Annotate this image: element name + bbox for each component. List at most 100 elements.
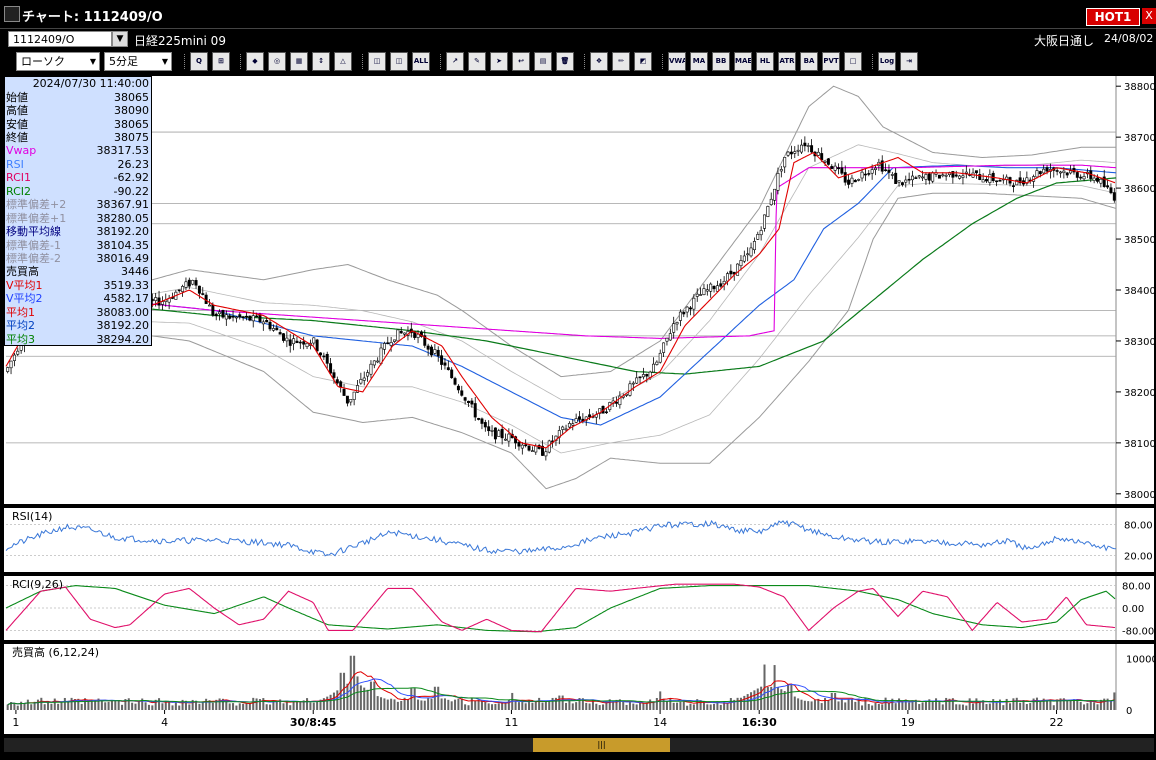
toolbar-frame-button[interactable]: □	[844, 52, 862, 71]
volume-bar	[1086, 703, 1089, 710]
close-button[interactable]: X	[1142, 8, 1156, 24]
candle-body	[900, 182, 904, 185]
candle-body	[1102, 176, 1106, 187]
toolbar-separator	[184, 54, 187, 69]
toolbar-b9-button[interactable]: ✎	[468, 52, 486, 71]
volume-bar	[938, 701, 941, 710]
volume-bar	[591, 699, 594, 710]
price-chart[interactable]: 38000 38100 38200 38300 38400 38500 38600 38700…	[4, 76, 1154, 736]
toolbar-b12-button[interactable]: ▤	[534, 52, 552, 71]
candle-body	[430, 346, 433, 356]
candle-body	[1045, 167, 1049, 172]
candle-body	[463, 397, 467, 401]
toolbar-hl-button[interactable]: HL	[756, 52, 774, 71]
toolbar-ba-button[interactable]: BA	[800, 52, 818, 71]
chart-type-select[interactable]: ローソク ▼	[16, 52, 100, 71]
candle-body	[231, 315, 235, 318]
toolbar-mae-button[interactable]: MAE	[734, 52, 752, 71]
volume-bar	[793, 696, 796, 710]
candle-body	[833, 165, 837, 171]
toolbar-zoom-button[interactable]: Q	[190, 52, 208, 71]
volume-bar	[998, 699, 1001, 710]
volume-bar	[766, 687, 769, 710]
toolbar-b15-button[interactable]: ✏	[612, 52, 630, 71]
ohlc-row-value: 38294.20	[96, 332, 150, 346]
ohlc-row: 終値 38075	[5, 131, 151, 144]
symbol-input[interactable]: 1112409/O	[8, 31, 112, 47]
volume-bar	[144, 702, 147, 710]
toolbar-b5-button[interactable]: △	[334, 52, 352, 71]
volume-bar	[218, 698, 221, 710]
candle-body	[382, 343, 386, 350]
toolbar-pvt-button[interactable]: PVT	[822, 52, 840, 71]
volume-bar	[467, 705, 470, 710]
toolbar-b14-button[interactable]: ❖	[590, 52, 608, 71]
rci1-line	[5, 583, 1116, 633]
toolbar-exit-button[interactable]: ⇥	[900, 52, 918, 71]
time-tick-label: 30/8:45	[290, 716, 337, 729]
volume-bar	[417, 699, 420, 710]
toolbar-b8-button[interactable]: ↗	[446, 52, 464, 71]
volume-bar	[871, 705, 874, 710]
volume-bar	[861, 705, 864, 710]
volume-bar	[151, 705, 154, 710]
toolbar-grid-button[interactable]: ⊞	[212, 52, 230, 71]
candle-body	[615, 401, 618, 404]
volume-bar	[487, 703, 490, 710]
toolbar-b1-button[interactable]: ◆	[246, 52, 264, 71]
candle-body	[921, 176, 925, 179]
toolbar-b11-button[interactable]: ↩	[512, 52, 530, 71]
candle-body	[800, 144, 803, 153]
rsi-line	[5, 519, 1117, 557]
toolbar-vwap-button[interactable]: VWAP	[668, 52, 686, 71]
toolbar-b7-button[interactable]: ◫	[390, 52, 408, 71]
toolbar-bb-button[interactable]: BB	[712, 52, 730, 71]
symbol-dropdown-chevron-icon[interactable]: ▼	[112, 31, 128, 47]
toolbar-atr-button[interactable]: ATR	[778, 52, 796, 71]
volume-bar	[168, 702, 171, 710]
toolbar-b13-button[interactable]: 🗑	[556, 52, 574, 71]
volume-bar	[40, 697, 43, 710]
volume-bar	[356, 676, 359, 710]
toolbar-ma-button[interactable]: MA	[690, 52, 708, 71]
scroll-thumb[interactable]: |||	[533, 738, 670, 752]
candle-body	[894, 172, 898, 184]
hot-button[interactable]: HOT1	[1086, 8, 1140, 26]
volume-bar	[982, 700, 985, 710]
volume-bar	[985, 704, 988, 710]
volume-bar	[924, 700, 927, 710]
price-tick-label: 38000	[1124, 490, 1154, 501]
toolbar-b3-button[interactable]: ▦	[290, 52, 308, 71]
toolbar-b10-button[interactable]: ➤	[490, 52, 508, 71]
ohlc-row: 平均2 38192.20	[5, 319, 151, 332]
toolbar-log-button[interactable]: Log	[878, 52, 896, 71]
toolbar-all-button[interactable]: ALL	[412, 52, 430, 71]
toolbar-b6-button[interactable]: ◫	[368, 52, 386, 71]
candle-body	[460, 390, 464, 396]
toolbar-b4-button[interactable]: ↕	[312, 52, 330, 71]
ohlc-row-value: 38317.53	[96, 144, 150, 158]
bollinger-minus1-line	[5, 182, 1117, 454]
candle-body	[369, 363, 373, 375]
candle-body	[783, 157, 787, 168]
volume-bar	[887, 703, 890, 710]
candle-body	[187, 279, 191, 287]
toolbar-b16-button[interactable]: ◩	[634, 52, 652, 71]
panel-rsi-background	[4, 508, 1154, 572]
toolbar-b2-button[interactable]: ◎	[268, 52, 286, 71]
volume-bar	[279, 699, 282, 710]
candle-body	[820, 153, 824, 161]
volume-bar	[423, 700, 426, 710]
candle-body	[853, 180, 857, 183]
candle-body	[742, 255, 746, 262]
volume-bar	[904, 699, 907, 710]
candle-body	[604, 411, 608, 414]
volume-bar	[70, 697, 73, 710]
volume-bar	[780, 689, 783, 710]
interval-select[interactable]: 5分足 ▼	[104, 52, 172, 71]
volume-bar	[901, 701, 904, 710]
candle-body	[789, 151, 793, 155]
volume-bar	[770, 686, 773, 710]
volume-bar	[195, 700, 198, 710]
ohlc-row-value: 38090	[114, 104, 149, 118]
